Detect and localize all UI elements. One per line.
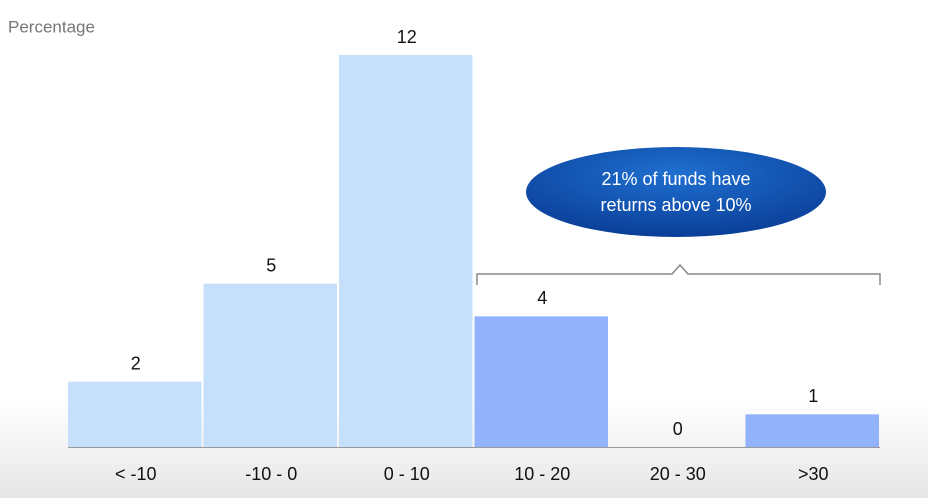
value-label: 2 [131,353,141,373]
bar [745,414,879,447]
value-label: 4 [537,288,547,308]
bracket [476,263,881,285]
annotation: 21% of funds have returns above 10% [600,169,752,215]
axis-label: Percentage [8,17,95,36]
x-tick-label: 20 - 30 [650,464,706,484]
x-tick-label: < -10 [115,464,157,484]
value-label: 12 [397,27,417,47]
value-label: 0 [673,419,683,439]
x-tick-label: >30 [798,464,829,484]
bar [203,283,337,447]
value-label: 1 [808,386,818,406]
bar [68,381,202,447]
x-tick-label: 10 - 20 [514,464,570,484]
bar [339,55,473,447]
x-tick-label: 0 - 10 [384,464,430,484]
callout [526,147,826,237]
bar [474,316,608,447]
x-tick-label: -10 - 0 [245,464,297,484]
value-label: 5 [266,255,276,275]
